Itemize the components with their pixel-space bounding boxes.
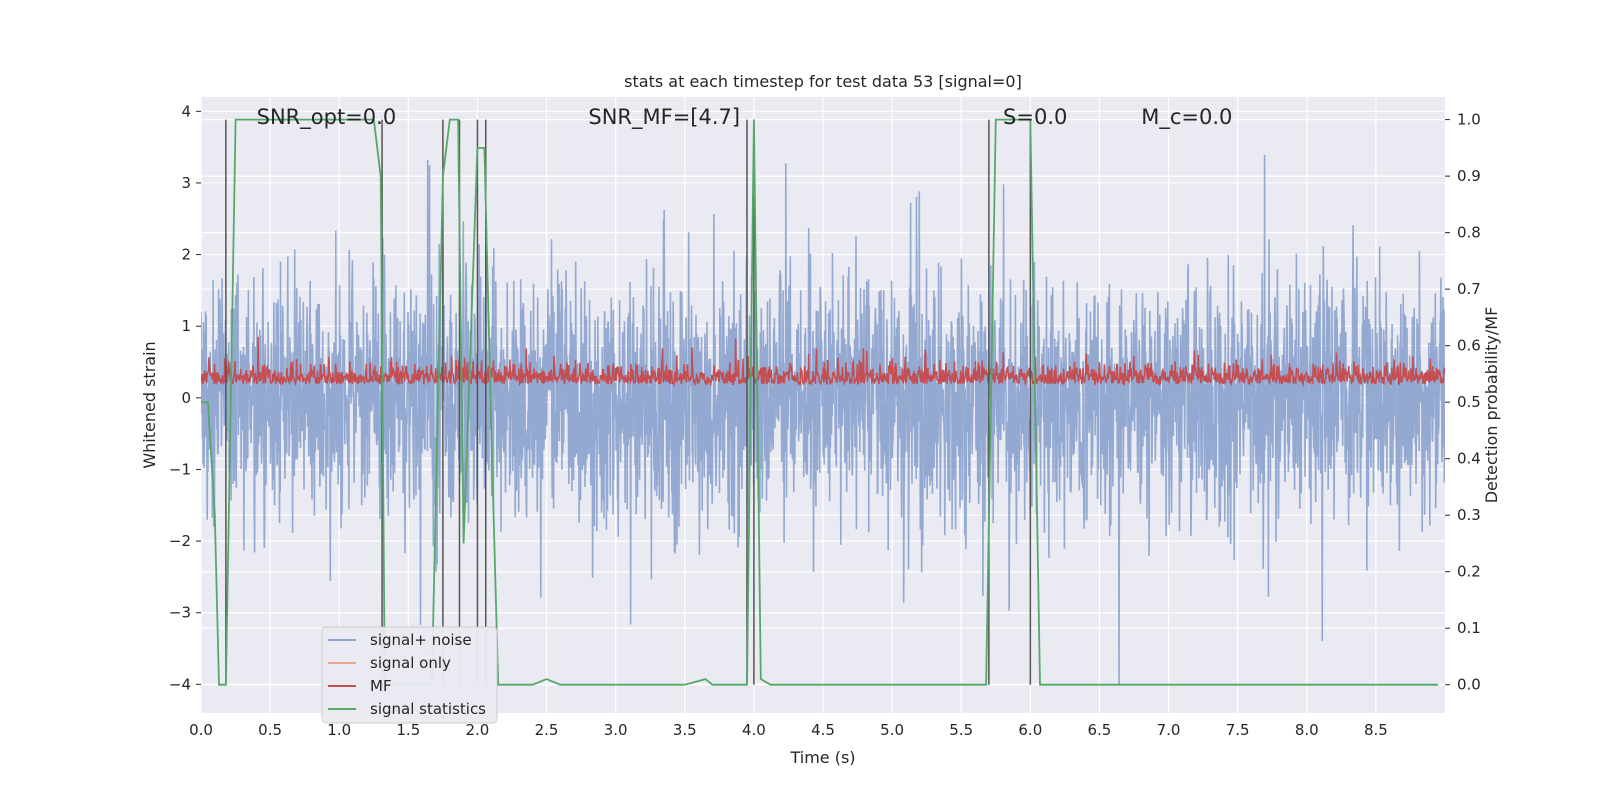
y2-tick-label: 0.2 bbox=[1457, 563, 1481, 581]
x-tick-label: 8.5 bbox=[1364, 721, 1388, 739]
y-axis-right: 0.0 0.1 0.2 0.3 0.4 0.5 0.6 0.7 0.8 0.9 1.0 bbox=[1445, 111, 1481, 694]
annotation-text: SNR_opt=0.0 bbox=[257, 105, 397, 130]
x-tick-label: 3.0 bbox=[604, 721, 628, 739]
x-tick-label: 7.0 bbox=[1157, 721, 1181, 739]
y2-tick-label: 1.0 bbox=[1457, 111, 1481, 129]
y2-tick-label: 0.0 bbox=[1457, 676, 1481, 694]
legend-entry: MF bbox=[370, 677, 392, 695]
x-tick-label: 2.5 bbox=[535, 721, 559, 739]
series-signal-statistics bbox=[201, 118, 1439, 686]
x-tick-label: 4.0 bbox=[742, 721, 766, 739]
annotation-text: S=0.0 bbox=[1003, 105, 1067, 129]
x-tick-label: 0.0 bbox=[189, 721, 213, 739]
y-tick-label: −1 bbox=[169, 460, 191, 478]
annotation-text: SNR_MF=[4.7] bbox=[588, 105, 740, 130]
y-tick-label: 3 bbox=[181, 174, 191, 192]
x-tick-label: 5.0 bbox=[880, 721, 904, 739]
x-axis: 0.0 0.5 1.0 1.5 2.0 2.5 3.0 3.5 4.0 4.5 5.0 5.5 6.0 6… bbox=[189, 721, 1388, 739]
mf-line bbox=[201, 336, 1445, 388]
signal-noise-line bbox=[201, 154, 1445, 685]
x-axis-label: Time (s) bbox=[789, 748, 855, 767]
x-tick-label: 1.5 bbox=[396, 721, 420, 739]
y-tick-label: 4 bbox=[181, 102, 191, 120]
legend: signal+ noise signal only MF signal statist… bbox=[321, 626, 498, 724]
legend-entry: signal statistics bbox=[370, 700, 486, 718]
y2-tick-label: 0.4 bbox=[1457, 450, 1481, 468]
chart-title: stats at each timestep for test data 53 … bbox=[624, 72, 1022, 91]
y-tick-label: −4 bbox=[169, 675, 191, 693]
x-tick-label: 6.0 bbox=[1018, 721, 1042, 739]
series-mf bbox=[201, 336, 1445, 388]
annotations: SNR_opt=0.0 SNR_MF=[4.7] S=0.0 M_c=0.0 bbox=[257, 105, 1233, 130]
y2-tick-label: 0.8 bbox=[1457, 224, 1481, 242]
x-tick-label: 4.5 bbox=[811, 721, 835, 739]
legend-entry: signal only bbox=[370, 654, 451, 672]
legend-entry: signal+ noise bbox=[370, 631, 472, 649]
y2-tick-label: 0.1 bbox=[1457, 619, 1481, 637]
y-tick-label: −2 bbox=[169, 532, 191, 550]
y2-tick-label: 0.9 bbox=[1457, 167, 1481, 185]
x-tick-label: 3.5 bbox=[673, 721, 697, 739]
series-signal-noise bbox=[201, 154, 1445, 685]
x-tick-label: 8.0 bbox=[1295, 721, 1319, 739]
x-tick-label: 2.0 bbox=[466, 721, 490, 739]
x-tick-label: 0.5 bbox=[258, 721, 282, 739]
y-tick-label: 2 bbox=[181, 246, 191, 264]
y2-tick-label: 0.5 bbox=[1457, 393, 1481, 411]
y2-tick-label: 0.3 bbox=[1457, 506, 1481, 524]
x-tick-label: 1.0 bbox=[327, 721, 351, 739]
y-axis-left: −4 −3 −2 −1 0 1 2 3 4 bbox=[169, 102, 201, 693]
plot-series bbox=[201, 118, 1445, 686]
y2-tick-label: 0.7 bbox=[1457, 280, 1481, 298]
x-tick-label: 7.5 bbox=[1226, 721, 1250, 739]
y-tick-label: 1 bbox=[181, 317, 191, 335]
y-tick-label: −3 bbox=[169, 604, 191, 622]
x-tick-label: 5.5 bbox=[949, 721, 973, 739]
legend-box bbox=[321, 626, 498, 724]
y-tick-label: 0 bbox=[181, 389, 191, 407]
y-axis-label: Whitened strain bbox=[140, 341, 159, 468]
y2-tick-label: 0.6 bbox=[1457, 337, 1481, 355]
y2-axis-label: Detection probability/MF bbox=[1482, 307, 1501, 504]
annotation-text: M_c=0.0 bbox=[1141, 105, 1232, 130]
x-tick-label: 6.5 bbox=[1088, 721, 1112, 739]
signal-statistics-line bbox=[201, 118, 1439, 686]
